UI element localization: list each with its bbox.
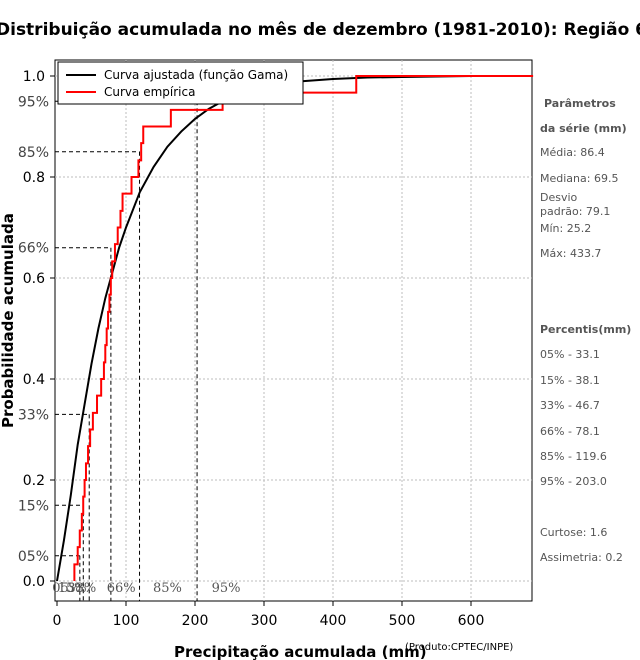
x-percentile-labels: 05%15%33% 66% 85% 95% [52, 581, 240, 596]
x-axis-label: Precipitação acumulada (mm) [174, 643, 427, 660]
y-percentile-label-95%: 95% [18, 94, 49, 110]
legend-box [57, 61, 304, 105]
y-percentile-label-33%: 33% [18, 407, 49, 423]
y-percentile-labels: 05% 15% 33% 66% 85% 95% [18, 94, 49, 565]
x-tick-label-400: 400 [320, 613, 347, 629]
y-axis-label: Probabilidade acumulada [0, 213, 17, 428]
params-title-line1: Parâmetros [544, 97, 616, 110]
percentiles-title: Percentis(mm) [540, 323, 631, 336]
percentile-05: 05% - 33.1 [540, 348, 600, 361]
legend-label-fitted: Curva ajustada (função Gama) [104, 68, 288, 82]
curves [56, 75, 534, 582]
x-tick-label-300: 300 [251, 613, 278, 629]
y-percentile-label-05%: 05% [18, 549, 49, 565]
y-percentile-label-15%: 15% [18, 498, 49, 514]
series-empirical [73, 75, 534, 581]
product-credit: (Produto:CPTEC/INPE) [405, 642, 513, 653]
y-tick-label-0.2: 0.2 [23, 473, 45, 489]
x-tick-label-100: 100 [113, 613, 140, 629]
params-title-line2: da série (mm) [540, 122, 627, 135]
percentile-85: 85% - 119.6 [540, 450, 607, 463]
percentile-15: 15% - 38.1 [540, 374, 600, 387]
x-tick-label-200: 200 [182, 613, 209, 629]
stat-kurtosis: Curtose: 1.6 [540, 526, 607, 539]
x-percentile-label-33%: 33% [67, 581, 96, 596]
percentile-33: 33% - 46.7 [540, 399, 600, 412]
chart-title: Distribuição acumulada no mês de dezembr… [0, 20, 640, 40]
stat-min: Mín: 25.2 [540, 222, 591, 235]
percentile-95: 95% - 203.0 [540, 475, 607, 488]
x-tick-label-500: 500 [389, 613, 416, 629]
x-percentile-label-05%: 05% [52, 581, 81, 596]
x-axis-ticks: 0 100 200 300 400 500 600 [53, 601, 485, 629]
y-percentile-label-66%: 66% [18, 241, 49, 257]
y-tick-label-0.0: 0.0 [23, 574, 45, 590]
x-percentile-label-95%: 95% [212, 581, 241, 596]
plot-frame [54, 59, 533, 602]
x-tick-label-600: 600 [458, 613, 485, 629]
x-percentile-label-15%: 15% [58, 581, 87, 596]
y-axis-ticks: 0.0 0.2 0.4 0.6 0.8 1.0 [23, 69, 55, 590]
y-tick-label-0.8: 0.8 [23, 170, 45, 186]
x-percentile-label-85%: 85% [153, 581, 182, 596]
series-fitted-gamma [56, 75, 472, 582]
legend: Curva ajustada (função Gama) Curva empír… [57, 61, 304, 105]
y-tick-label-1.0: 1.0 [23, 69, 45, 85]
x-tick-label-0: 0 [53, 613, 62, 629]
y-tick-label-0.4: 0.4 [23, 372, 45, 388]
side-panel: Parâmetros da série (mm) Média: 86.4 Med… [540, 97, 631, 564]
grid-lines [55, 60, 532, 601]
stat-stddev-line1: Desvio [540, 191, 578, 204]
y-percentile-label-85%: 85% [18, 145, 49, 161]
x-percentile-label-66%: 66% [107, 581, 136, 596]
y-tick-label-0.6: 0.6 [23, 271, 45, 287]
stat-stddev-line2: padrão: 79.1 [540, 205, 610, 218]
legend-label-empirical: Curva empírica [104, 85, 195, 99]
stat-skewness: Assimetria: 0.2 [540, 551, 623, 564]
stat-median: Mediana: 69.5 [540, 172, 618, 185]
stat-max: Máx: 433.7 [540, 247, 601, 260]
percentile-66: 66% - 78.1 [540, 425, 600, 438]
stat-mean: Média: 86.4 [540, 146, 605, 159]
